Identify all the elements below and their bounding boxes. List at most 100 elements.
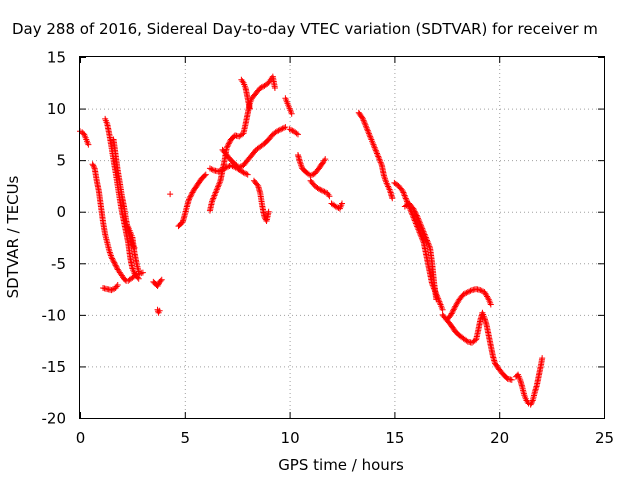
data-point xyxy=(365,130,372,137)
data-point xyxy=(224,143,231,150)
data-point xyxy=(216,179,223,186)
data-point xyxy=(450,307,457,314)
data-point xyxy=(375,154,382,161)
data-point xyxy=(225,163,232,170)
data-point xyxy=(226,139,233,146)
data-point xyxy=(411,208,418,215)
data-point xyxy=(416,218,423,225)
data-point xyxy=(361,118,368,125)
y-axis-label: SDTVAR / TECUs xyxy=(4,175,22,298)
data-point xyxy=(416,229,423,236)
data-point xyxy=(425,240,432,247)
data-point xyxy=(433,296,440,303)
data-point xyxy=(186,194,193,201)
data-point xyxy=(420,238,427,245)
y-tick-label: -5 xyxy=(51,255,66,273)
data-point xyxy=(376,156,383,163)
data-point xyxy=(389,195,396,202)
data-point xyxy=(423,235,430,242)
data-point xyxy=(378,160,385,167)
data-point xyxy=(294,131,301,138)
data-point xyxy=(135,268,142,275)
data-point xyxy=(477,287,484,294)
data-point xyxy=(377,157,384,164)
y-tick-label: -20 xyxy=(42,410,67,428)
data-point xyxy=(208,166,215,173)
data-point xyxy=(317,186,324,193)
data-point xyxy=(415,226,422,233)
data-point xyxy=(418,222,425,229)
data-point xyxy=(414,213,421,220)
data-point xyxy=(188,190,195,197)
data-point xyxy=(134,274,141,281)
data-point xyxy=(419,236,426,243)
data-point xyxy=(478,287,485,294)
data-point xyxy=(422,234,429,241)
points-layer xyxy=(77,73,546,408)
data-point xyxy=(85,141,92,148)
data-point xyxy=(271,84,278,91)
data-point xyxy=(365,129,372,136)
data-point xyxy=(401,192,408,199)
data-point xyxy=(400,189,407,196)
ticks-layer: 0 5 10 15 20 25 15 10 5 0 -5 -10 -15 -20 xyxy=(42,49,615,448)
data-point xyxy=(282,124,289,131)
data-point xyxy=(359,114,366,121)
data-point xyxy=(415,215,422,222)
data-point xyxy=(318,187,325,194)
data-point xyxy=(236,164,243,171)
data-point xyxy=(418,235,425,242)
data-point xyxy=(90,162,97,169)
data-point xyxy=(411,216,418,223)
data-point xyxy=(110,258,117,265)
data-point xyxy=(414,224,421,231)
data-point xyxy=(421,231,428,238)
data-point xyxy=(286,126,293,133)
x-tick-label: 0 xyxy=(76,429,86,447)
x-tick-label: 25 xyxy=(595,429,614,447)
data-point xyxy=(223,144,230,151)
data-point xyxy=(240,169,247,176)
data-point xyxy=(413,211,420,218)
data-point xyxy=(225,140,232,147)
data-point xyxy=(508,376,515,383)
data-point xyxy=(288,110,295,117)
data-point xyxy=(111,259,118,266)
data-point xyxy=(402,195,409,202)
data-point xyxy=(210,195,217,202)
data-point xyxy=(274,128,281,135)
data-point xyxy=(281,124,288,131)
data-point xyxy=(321,188,328,195)
data-point xyxy=(487,301,494,308)
data-point xyxy=(417,232,424,239)
data-point xyxy=(410,206,417,213)
data-point xyxy=(460,291,467,298)
data-point xyxy=(156,307,163,314)
data-point xyxy=(114,281,121,288)
x-tick-label: 5 xyxy=(181,429,191,447)
y-tick-label: -15 xyxy=(42,358,67,376)
data-point xyxy=(139,269,146,276)
x-tick-label: 15 xyxy=(385,429,404,447)
data-point xyxy=(439,306,446,313)
data-point xyxy=(367,135,374,142)
data-point xyxy=(188,192,195,199)
data-point xyxy=(202,171,209,178)
data-point xyxy=(276,126,283,133)
data-point xyxy=(418,224,425,231)
data-point xyxy=(279,125,286,132)
data-point xyxy=(375,153,382,160)
data-point xyxy=(213,186,220,193)
data-point xyxy=(210,193,217,200)
data-point xyxy=(419,227,426,234)
data-point xyxy=(419,225,426,232)
data-point xyxy=(484,294,491,301)
data-point xyxy=(154,282,161,289)
data-point xyxy=(461,290,468,297)
data-point xyxy=(212,191,219,198)
data-point xyxy=(422,233,429,240)
data-point xyxy=(426,243,433,250)
data-point xyxy=(158,276,165,283)
data-point xyxy=(254,181,261,188)
data-point xyxy=(215,183,222,190)
